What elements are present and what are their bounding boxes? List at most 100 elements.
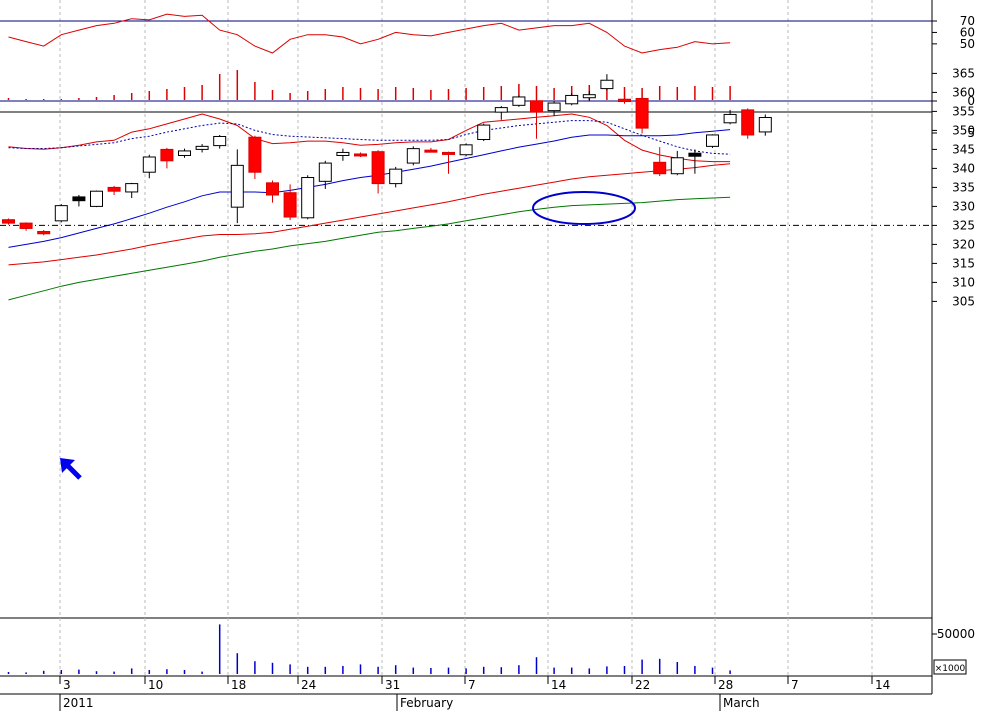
candle-body [283, 192, 297, 218]
macd-panel [8, 113, 731, 163]
candle [72, 195, 86, 207]
candle [178, 148, 191, 158]
candle-body [230, 164, 244, 208]
candle-body [547, 102, 561, 112]
macd-tick-label: 5 [967, 126, 975, 140]
candle-body [19, 222, 33, 229]
candle [125, 182, 139, 199]
gridlines [59, 0, 873, 676]
candle-body [336, 151, 350, 156]
candle [565, 93, 579, 106]
price-tick-label: 335 [952, 180, 975, 194]
moving-average-line [8, 163, 731, 266]
candle-body [354, 153, 367, 157]
candle-body [389, 168, 403, 185]
x-day-label: 10 [148, 678, 163, 692]
candle [424, 147, 438, 153]
candle [248, 135, 262, 180]
candle-body [72, 196, 86, 202]
unit-text: ×1000 [935, 664, 966, 674]
candle-body [741, 109, 755, 136]
price-tick-label: 310 [952, 275, 975, 289]
candle [723, 109, 737, 125]
macd-line [8, 113, 731, 163]
price-tick-label: 320 [952, 237, 975, 251]
candle [354, 152, 367, 157]
candle-body [142, 156, 156, 173]
price-tick-label: 340 [952, 161, 975, 175]
x-day-label: 14 [551, 678, 566, 692]
price-tick-label: 345 [952, 142, 975, 156]
candle [90, 190, 103, 208]
x-axis-labels: 3 10 18 24 31 7 14 22 28 7 14 2011 February March [59, 676, 890, 711]
candle-body [107, 186, 121, 192]
candle [37, 229, 51, 236]
candle-body [37, 230, 51, 235]
candle [600, 74, 614, 91]
highlight-ellipse [532, 191, 636, 225]
volume-unit-label: ×1000 [933, 659, 967, 675]
unit-box [933, 659, 967, 675]
candle [230, 149, 244, 224]
up-left-arrow-annotation [60, 458, 82, 480]
rsi-tick-label: 0 [967, 94, 975, 108]
candle [670, 150, 684, 176]
arrow-head [60, 458, 75, 473]
candle-body [758, 116, 772, 133]
candle [283, 184, 297, 221]
candle [19, 222, 33, 231]
candle [758, 114, 772, 136]
candle-body [90, 190, 103, 207]
candle [494, 106, 508, 120]
candle-body [301, 177, 315, 219]
candle [459, 143, 473, 157]
macd-signal-line [8, 120, 731, 155]
candle [213, 134, 227, 149]
x-month-label: March [723, 696, 760, 710]
x-day-label: 24 [301, 678, 316, 692]
candle [741, 108, 755, 139]
candle-body [371, 151, 385, 185]
candle [107, 185, 121, 195]
price-tick-label: 325 [952, 218, 975, 232]
candle-body [618, 98, 631, 103]
candle-body [530, 100, 543, 113]
candle [160, 147, 174, 169]
candle-body [178, 150, 191, 156]
panel-frames [0, 0, 933, 695]
price-tick-label: 360 [952, 85, 975, 99]
x-day-label: 14 [875, 678, 890, 692]
x-day-label: 7 [468, 678, 476, 692]
candle [142, 154, 156, 179]
candle-body [512, 96, 526, 106]
candle-body [477, 124, 491, 141]
x-day-label: 7 [791, 678, 799, 692]
candle [2, 218, 15, 225]
candle-body [688, 152, 702, 157]
candle [336, 148, 350, 161]
price-tick-label: 305 [952, 294, 975, 308]
arrow-shaft [66, 464, 82, 480]
candle [477, 123, 491, 142]
rsi-line [8, 13, 731, 54]
rsi-tick-label: 50 [960, 37, 975, 51]
price-tick-label: 365 [952, 66, 975, 80]
candle [195, 144, 209, 153]
x-month-label: 2011 [63, 696, 94, 710]
candle-body [125, 183, 139, 193]
candle-body [653, 161, 667, 175]
x-day-label: 18 [231, 678, 246, 692]
candle-body [635, 97, 649, 129]
candle-body [442, 151, 455, 155]
candle-body [54, 205, 68, 222]
candle [318, 160, 332, 189]
candle-body [494, 107, 508, 113]
rsi-tick-label: 70 [960, 14, 975, 28]
rsi-panel [0, 13, 932, 100]
volume-panel [7, 624, 731, 674]
candle [54, 204, 68, 223]
moving-average-line [8, 196, 731, 301]
candle-body [459, 144, 473, 156]
